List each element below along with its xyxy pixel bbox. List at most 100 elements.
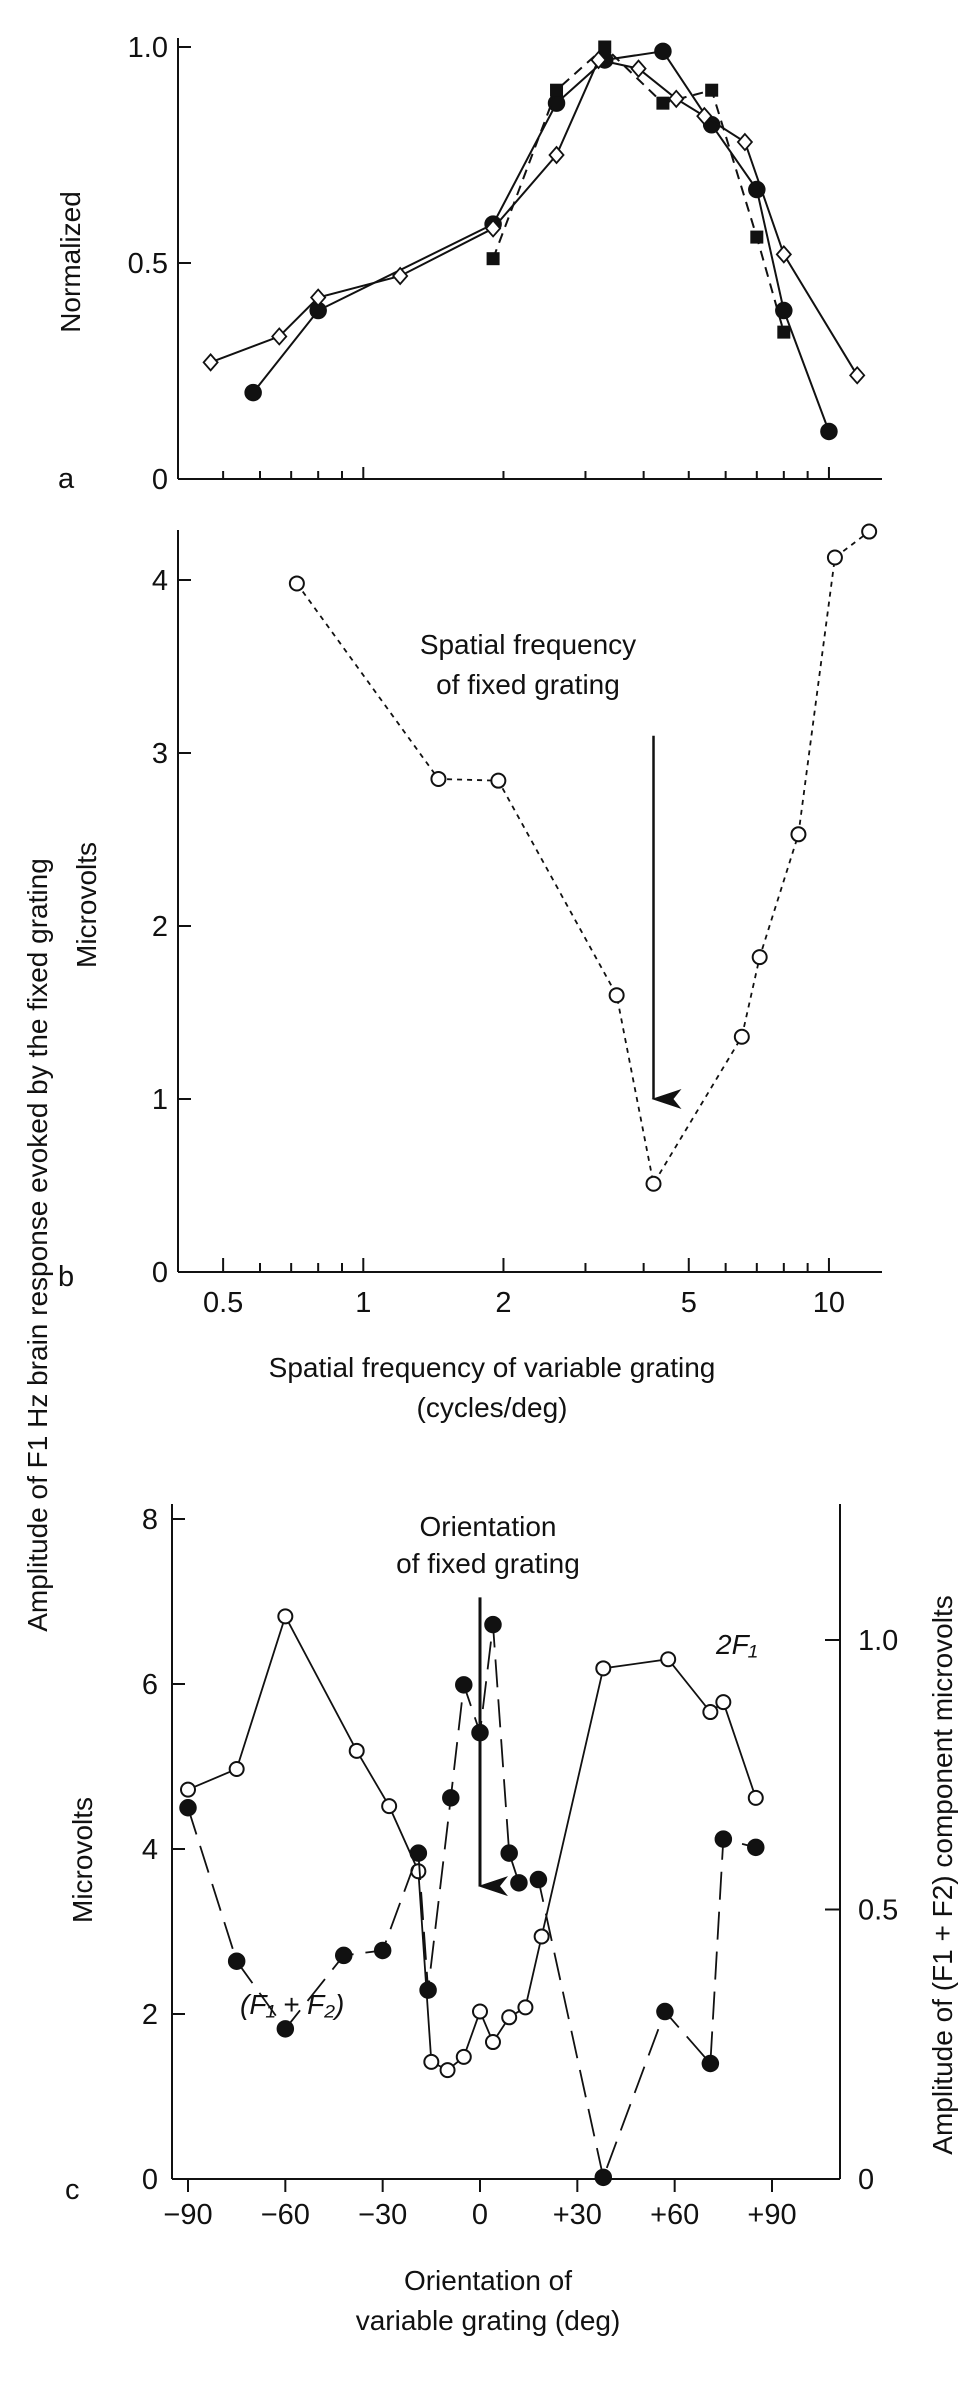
data-point-a2-10 (736, 132, 754, 152)
panel-c-y-tick-label-right-1: 0.5 (858, 1895, 898, 1927)
panel-c-annotation-line2: of fixed grating (396, 1548, 580, 1579)
panel-b-xlabel-line2: (cycles/deg) (417, 1392, 568, 1423)
panel-b-annotation-line2: of fixed grating (436, 669, 620, 700)
data-point-a2-5 (548, 145, 565, 165)
panel-c-x-tick-label-1: −60 (261, 2199, 310, 2231)
data-point-c1-2 (276, 2020, 295, 2038)
data-point-c0-7 (439, 2062, 456, 2079)
data-point-c0-13 (533, 1928, 550, 1945)
data-point-c0-10 (484, 2034, 501, 2051)
panel-a-ylabel: Normalized (55, 191, 86, 333)
data-point-c1-8 (455, 1676, 473, 1694)
panel-c-xlabel-line2: variable grating (deg) (356, 2305, 621, 2336)
panel-c-y-tick-label-left-3: 6 (142, 1669, 158, 1701)
panel-letter-c: c (65, 2174, 80, 2206)
panel-b-x-tick-label-3: 5 (681, 1287, 697, 1319)
panel-c-y-tick-label-left-2: 4 (142, 1834, 158, 1866)
data-point-c0-1 (228, 1760, 245, 1777)
panel-b-series (288, 523, 878, 1192)
data-point-a2-8 (668, 89, 685, 109)
data-point-b0-5 (733, 1028, 750, 1045)
data-point-c1-15 (656, 2002, 674, 2021)
panel-c-x-tick-label-6: +90 (747, 2199, 796, 2231)
data-point-c1-0 (179, 1799, 197, 1817)
series-line-a1 (492, 45, 785, 333)
data-point-a0-9 (820, 422, 838, 441)
panel-b-x-tick-label-1: 1 (355, 1287, 371, 1319)
panel-a-series (202, 40, 866, 441)
series-line-a0 (252, 50, 830, 432)
panel-b-axes: 0.5 1 2 5 10 0 1 2 3 4 (152, 530, 882, 1319)
panel-b-y-tick-label-3: 3 (152, 738, 168, 770)
panel-c-series (179, 1597, 765, 2187)
data-point-b0-7 (790, 826, 807, 843)
panel-b-y-tick-label-1: 1 (152, 1084, 168, 1116)
data-point-c0-14 (595, 1660, 612, 1677)
panel-c-x-tick-label-5: +60 (650, 2199, 699, 2231)
data-point-a1-1 (550, 83, 564, 97)
data-point-a0-3 (547, 94, 566, 112)
data-point-a2-12 (849, 365, 866, 385)
data-point-a2-2 (309, 288, 327, 307)
data-point-b0-2 (490, 772, 507, 789)
data-point-a2-4 (484, 219, 502, 238)
data-point-c0-17 (715, 1694, 732, 1711)
data-point-b0-1 (430, 770, 447, 787)
data-point-b0-8 (826, 549, 843, 566)
data-point-c1-7 (442, 1789, 460, 1807)
data-point-c0-11 (501, 2009, 518, 2026)
data-point-c1-4 (373, 1941, 392, 1960)
data-point-b0-6 (751, 949, 768, 966)
data-point-a1-2 (598, 40, 612, 54)
data-point-a2-1 (271, 327, 288, 346)
data-point-c0-6 (423, 2053, 440, 2070)
panel-c-y-tick-label-left-4: 8 (142, 1504, 158, 1536)
data-point-c1-3 (334, 1946, 353, 1965)
data-point-c1-10 (484, 1615, 502, 1634)
series-line-b0 (296, 530, 870, 1187)
data-point-c0-9 (472, 2003, 488, 2020)
data-point-c1-12 (510, 1874, 528, 1892)
data-point-c1-18 (747, 1838, 765, 1857)
data-point-b0-4 (645, 1175, 662, 1192)
data-point-c1-17 (714, 1830, 733, 1848)
shared-ylabel-text: Amplitude of F1 Hz brain response evoked… (22, 858, 53, 1632)
panel-c-x-tick-label-3: 0 (472, 2199, 488, 2231)
panel-c-x-tick-label-4: +30 (553, 2199, 602, 2231)
data-point-c1-16 (701, 2054, 720, 2073)
data-point-a0-0 (244, 383, 262, 402)
data-point-b0-0 (288, 575, 305, 592)
panel-c-ylabel-left: Microvolts (67, 1797, 98, 1923)
panel-letter-a: a (58, 463, 75, 495)
series-label-F1F2: (F₁ + F₂) (240, 1989, 344, 2020)
data-point-a1-0 (486, 252, 500, 266)
panel-b: 0.5 1 2 5 10 0 1 2 3 4 b Microvolts Spatial frequ… (58, 523, 882, 1423)
panel-c-y-tick-label-right-0: 0 (858, 2164, 874, 2196)
data-point-c0-3 (348, 1742, 365, 1759)
data-point-c1-6 (419, 1981, 437, 1999)
series-line-c1 (187, 1624, 756, 2181)
panel-a: 0 0.5 1.0 a Normalized (55, 32, 882, 496)
data-point-c0-18 (747, 1789, 764, 1806)
panel-c-x-tick-label-0: −90 (163, 2199, 212, 2231)
data-point-a1-4 (705, 83, 719, 97)
data-point-a2-0 (202, 352, 219, 372)
series-line-a2 (210, 58, 859, 376)
panel-c-annotation-line1: Orientation (420, 1511, 557, 1542)
data-point-a2-7 (630, 59, 647, 78)
data-point-c1-5 (409, 1844, 428, 1862)
shared-ylabel: Amplitude of F1 Hz brain response evoked… (22, 858, 53, 1632)
data-point-a2-6 (590, 50, 607, 70)
panel-c-xlabel-line1: Orientation of (404, 2265, 572, 2296)
data-point-a0-8 (775, 301, 793, 320)
data-point-c1-14 (594, 2168, 613, 2187)
panel-a-y-tick-label-1: 0.5 (128, 248, 168, 280)
data-point-a2-3 (391, 266, 409, 286)
data-point-c1-1 (227, 1952, 246, 1970)
data-point-c0-15 (660, 1651, 677, 1668)
series-a0 (244, 42, 838, 441)
data-point-c1-11 (500, 1844, 518, 1862)
panel-c: −90 −60 −30 0 +30 +60 +90 0 2 4 6 8 0 0.5 1.0 c Microv… (65, 1504, 958, 2336)
panel-letter-b: b (58, 1261, 74, 1293)
